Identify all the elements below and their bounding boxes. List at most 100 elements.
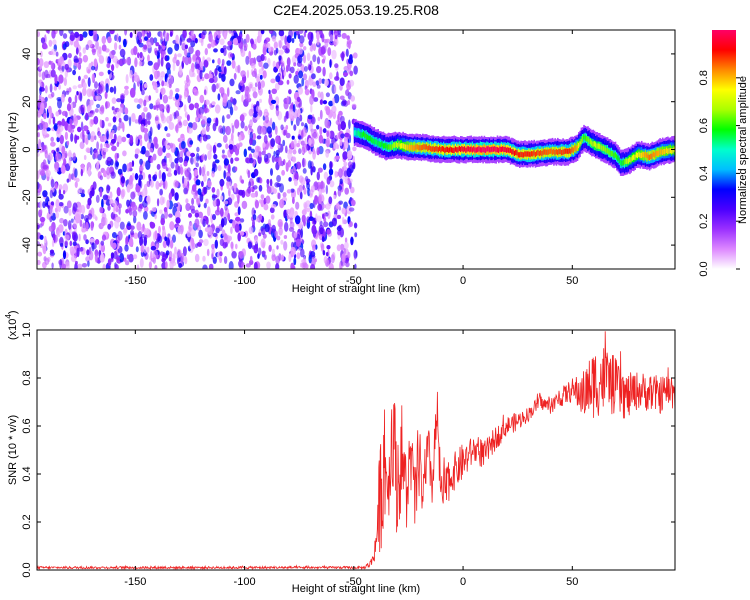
- spectrogram-noise-cell: [99, 136, 105, 143]
- spectrogram-noise-cell: [66, 200, 72, 209]
- spectrogram-noise-cell: [322, 204, 327, 209]
- spectrogram-noise-cell: [50, 69, 56, 78]
- spectrogram-noise-cell: [62, 250, 67, 260]
- spectrogram-noise-cell: [350, 186, 355, 194]
- spectrogram-noise-cell: [82, 189, 85, 195]
- spectrogram-noise-cell: [271, 224, 277, 234]
- spectrogram-noise-cell: [296, 252, 301, 260]
- spectrogram-signal-cell: [404, 144, 407, 150]
- spectrogram-noise-cell: [89, 146, 93, 156]
- spectrogram-noise-cell: [267, 45, 272, 53]
- spectrogram-noise-cell: [168, 256, 172, 262]
- spectrogram-noise-cell: [283, 69, 286, 77]
- spectrogram-noise-cell: [59, 242, 64, 248]
- spectrogram-noise-cell: [186, 172, 192, 181]
- spectrogram-noise-cell: [122, 163, 127, 173]
- spectrogram-noise-cell: [116, 98, 122, 103]
- spectrogram-noise-cell: [128, 253, 134, 263]
- spectrogram-noise-cell: [220, 47, 225, 54]
- spectrogram-noise-cell: [290, 246, 297, 256]
- spectrogram-noise-cell: [67, 58, 72, 68]
- spectrogram-noise-cell: [51, 30, 56, 39]
- spectrogram-noise-cell: [269, 178, 273, 187]
- spectrogram-noise-cell: [254, 199, 259, 209]
- spectrogram-noise-cell: [160, 87, 166, 95]
- spectrogram-noise-cell: [270, 138, 276, 148]
- spectrogram-noise-cell: [296, 143, 300, 148]
- spectrogram-noise-cell: [316, 147, 321, 156]
- spectrogram-signal-cell: [456, 147, 458, 153]
- spectrogram-signal-cell: [471, 147, 474, 153]
- spectrogram-signal-cell: [602, 145, 605, 151]
- spectrogram-noise-cell: [347, 251, 351, 259]
- spectrogram-noise-cell: [139, 236, 144, 247]
- spectrogram-noise-cell: [64, 41, 70, 48]
- spectrogram-noise-cell: [75, 213, 81, 224]
- spectrogram-noise-cell: [120, 176, 125, 184]
- spectrogram-noise-cell: [166, 32, 170, 42]
- spectrogram-noise-cell: [91, 91, 95, 97]
- spectrogram-noise-cell: [140, 150, 146, 155]
- spectrogram-noise-cell: [300, 228, 304, 238]
- spectrogram-noise-cell: [90, 61, 94, 67]
- spectrogram-signal-cell: [394, 142, 397, 148]
- spectrogram-noise-cell: [319, 99, 323, 105]
- spectrogram-signal-cell: [600, 144, 602, 150]
- spectrogram-noise-cell: [316, 31, 320, 40]
- spectrogram-noise-cell: [169, 221, 175, 231]
- spectrogram-signal-cell: [353, 130, 356, 136]
- spectrogram-noise-cell: [150, 156, 154, 164]
- spectrogram-noise-cell: [327, 47, 331, 56]
- spectrogram-noise-cell: [291, 135, 295, 140]
- spectrogram-noise-cell: [91, 243, 97, 250]
- spectrogram-noise-cell: [186, 151, 191, 157]
- spectrogram-noise-cell: [282, 192, 287, 198]
- spectrogram-signal-cell: [629, 156, 631, 163]
- spectrogram-noise-cell: [226, 175, 231, 182]
- spectrogram-noise-cell: [314, 258, 317, 263]
- spectrogram-signal-cell: [415, 144, 417, 150]
- spectrogram-noise-cell: [247, 170, 251, 179]
- spectrogram-noise-cell: [151, 207, 157, 213]
- spectrogram-noise-cell: [343, 72, 349, 77]
- spectrogram-noise-cell: [81, 106, 85, 114]
- spectrogram-noise-cell: [337, 113, 340, 123]
- spectrogram-noise-cell: [123, 227, 128, 234]
- spectrogram-noise-cell: [158, 169, 162, 180]
- spectrogram-signal-cell: [550, 148, 553, 154]
- spectrogram-noise-cell: [329, 161, 333, 170]
- spectrogram-noise-cell: [107, 258, 112, 266]
- spectrogram-noise-cell: [96, 141, 99, 151]
- spectrogram-noise-cell: [257, 253, 260, 259]
- spectrogram-signal-cell: [428, 144, 431, 150]
- spectrogram-noise-cell: [159, 109, 164, 119]
- spectrogram-noise-cell: [119, 48, 126, 58]
- spectrogram-noise-cell: [320, 91, 324, 102]
- spectrogram-noise-cell: [290, 262, 295, 269]
- spectrogram-noise-cell: [278, 227, 283, 236]
- spectrogram-noise-cell: [219, 238, 225, 247]
- spectrogram-noise-cell: [76, 63, 80, 68]
- spectrogram-noise-cell: [307, 63, 310, 70]
- spectrogram-noise-cell: [51, 262, 54, 269]
- spectrogram-noise-cell: [37, 31, 41, 37]
- spectrogram-signal-cell: [399, 143, 402, 149]
- spectrogram-signal-cell: [554, 150, 556, 156]
- spectrogram-noise-cell: [279, 199, 285, 209]
- spectrogram-signal-cell: [519, 152, 521, 158]
- spectrogram-noise-cell: [88, 112, 94, 118]
- spectrogram-noise-cell: [206, 57, 211, 62]
- spectrogram-noise-cell: [166, 133, 171, 138]
- spectrogram-noise-cell: [74, 260, 78, 265]
- spectrogram-noise-cell: [55, 211, 60, 219]
- spectrogram-signal-cell: [502, 146, 504, 152]
- spectrogram-noise-cell: [312, 54, 317, 63]
- spectrogram-noise-cell: [133, 215, 137, 224]
- spectrogram-noise-cell: [57, 98, 62, 109]
- spectrogram-noise-cell: [245, 55, 250, 65]
- spectrogram-noise-cell: [55, 199, 60, 209]
- spectrogram-noise-cell: [205, 198, 209, 204]
- spectrogram-noise-cell: [86, 105, 91, 113]
- spectrogram-noise-cell: [137, 52, 140, 59]
- spectrogram-noise-cell: [353, 65, 358, 75]
